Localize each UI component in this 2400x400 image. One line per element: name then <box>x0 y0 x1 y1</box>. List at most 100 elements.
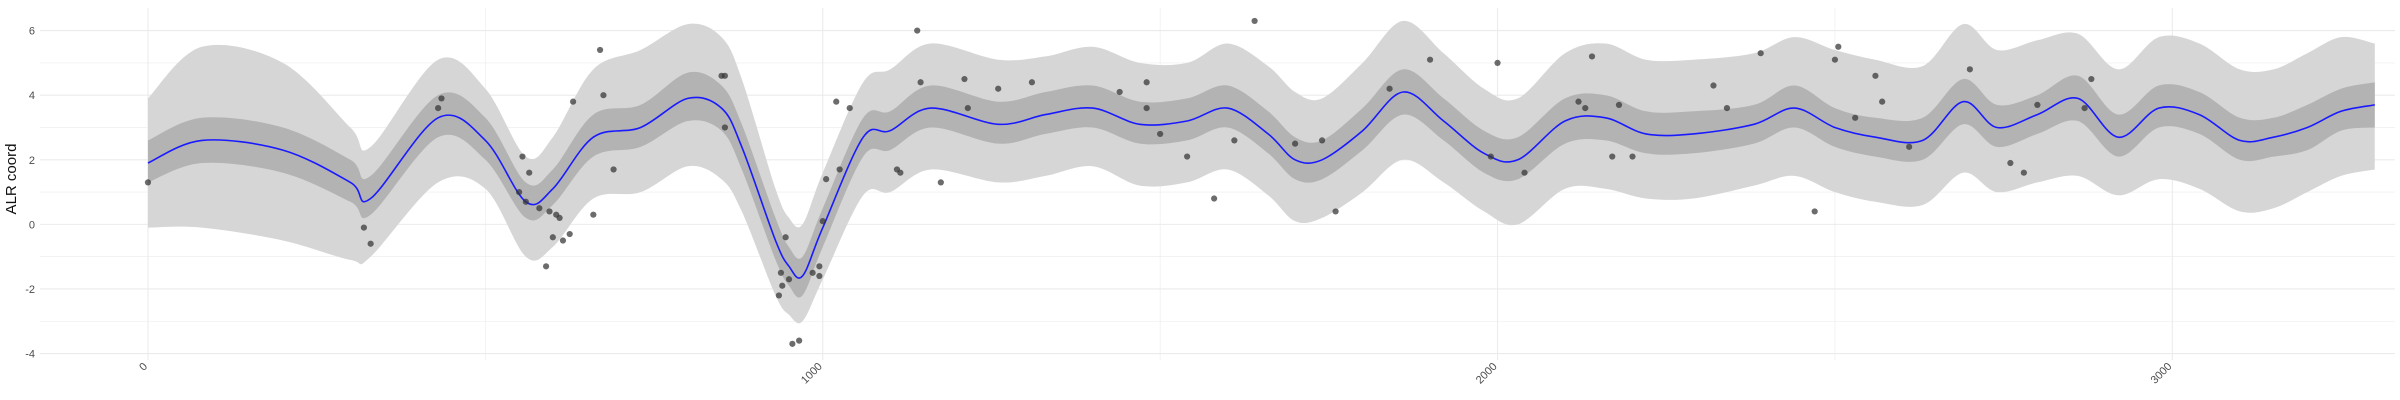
data-point <box>1143 105 1150 112</box>
data-point <box>836 166 843 173</box>
data-point <box>779 282 786 289</box>
x-tick-labels: 0 1000 2000 3000 <box>137 361 2174 387</box>
data-point <box>542 263 550 270</box>
data-point <box>1292 140 1299 147</box>
mean-line-path <box>147 91 2375 279</box>
data-point <box>1872 72 1879 79</box>
data-point <box>914 27 921 34</box>
data-point <box>367 240 374 247</box>
data-point <box>610 166 617 173</box>
data-point <box>556 214 563 222</box>
data-point <box>833 98 840 105</box>
data-point <box>590 211 597 218</box>
y-axis-label: ALR coord <box>3 144 20 215</box>
data-point <box>1906 143 1913 150</box>
outer-confidence-band <box>147 20 2375 324</box>
inner-band-area <box>147 69 2375 298</box>
data-point <box>519 153 526 160</box>
data-point <box>1629 153 1636 160</box>
data-point <box>536 205 543 212</box>
data-point <box>435 105 442 112</box>
data-point <box>1332 208 1339 215</box>
data-point <box>1723 105 1731 112</box>
inner-confidence-band <box>147 69 2375 298</box>
y-tick-label: 6 <box>29 26 35 38</box>
data-point <box>438 95 445 102</box>
data-point <box>1588 53 1596 60</box>
data-point <box>2088 75 2095 83</box>
data-point <box>549 234 556 241</box>
data-point <box>1143 79 1150 86</box>
data-point <box>1494 59 1501 66</box>
data-point <box>144 179 152 186</box>
data-point <box>569 98 577 105</box>
data-point <box>2081 105 2088 112</box>
x-tick-label: 3000 <box>2149 361 2175 387</box>
data-point <box>775 292 782 299</box>
data-point <box>360 224 367 231</box>
data-point <box>1028 79 1036 86</box>
data-point <box>2007 159 2014 167</box>
data-point <box>1231 137 1238 144</box>
data-point <box>526 169 533 176</box>
data-point <box>816 263 823 270</box>
data-point <box>1710 82 1717 89</box>
mean-line <box>147 91 2375 279</box>
data-point <box>1157 130 1164 138</box>
data-point <box>961 75 968 83</box>
data-point <box>1835 43 1842 50</box>
data-point <box>1879 98 1886 105</box>
data-point <box>596 46 604 54</box>
data-point <box>819 218 826 225</box>
data-point <box>600 92 607 99</box>
observation-points <box>144 17 2095 347</box>
data-point <box>1116 88 1123 96</box>
data-point <box>785 276 793 283</box>
data-point <box>823 176 830 183</box>
data-point <box>515 188 523 196</box>
data-point <box>721 72 729 79</box>
y-tick-labels: -4 -2 0 2 4 6 <box>25 26 35 361</box>
data-point <box>796 337 803 344</box>
data-point <box>1811 208 1818 215</box>
data-point <box>1831 56 1839 63</box>
y-tick-label: -4 <box>25 349 35 361</box>
data-point <box>789 340 796 347</box>
x-tick-label: 2000 <box>1474 361 1500 387</box>
data-point <box>1615 101 1623 108</box>
data-point <box>1251 17 1258 25</box>
data-point <box>1966 66 1973 73</box>
data-point <box>559 237 567 244</box>
data-point <box>522 198 529 205</box>
data-point <box>1575 98 1582 105</box>
data-point <box>1318 137 1326 144</box>
y-tick-label: 4 <box>29 90 35 102</box>
y-tick-label: 2 <box>29 155 35 167</box>
data-point <box>1757 50 1764 57</box>
data-point <box>809 269 816 276</box>
x-tick-label: 0 <box>137 361 150 374</box>
outer-band-area <box>147 20 2375 324</box>
y-tick-label: 0 <box>29 219 35 231</box>
data-point <box>2034 101 2041 108</box>
data-point <box>1521 169 1528 176</box>
data-point <box>1487 153 1494 160</box>
data-point <box>846 105 853 112</box>
data-point <box>2020 169 2027 176</box>
data-point <box>1386 85 1393 92</box>
data-point <box>566 230 573 238</box>
data-point <box>995 85 1002 92</box>
x-tick-label: 1000 <box>799 361 825 387</box>
y-tick-label: -2 <box>25 284 35 296</box>
data-point <box>816 272 823 280</box>
data-point <box>1184 153 1191 160</box>
data-point <box>782 234 789 241</box>
data-point <box>1582 105 1589 112</box>
data-point <box>1211 195 1218 202</box>
data-point <box>1852 114 1859 121</box>
data-point <box>1609 153 1616 160</box>
data-point <box>1426 56 1434 63</box>
data-point <box>546 208 553 215</box>
data-point <box>777 269 785 276</box>
